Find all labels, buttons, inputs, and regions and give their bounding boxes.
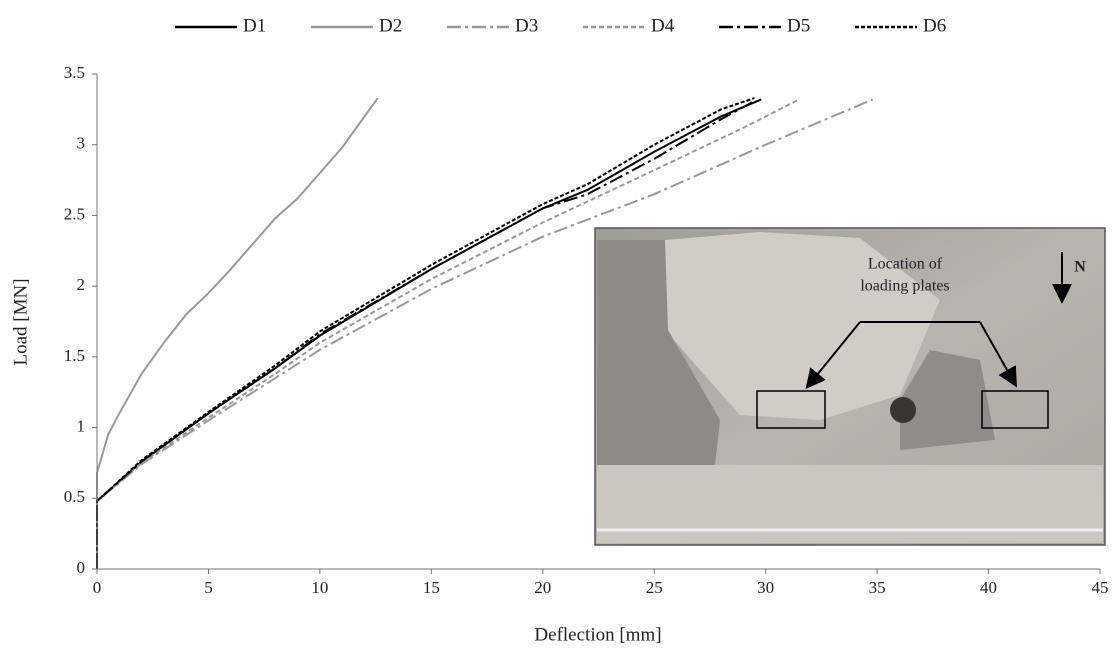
y-tick-label: 2.5 (64, 204, 85, 223)
x-tick-label: 30 (757, 578, 774, 597)
y-tick-label: 1 (77, 416, 86, 435)
legend-label: D1 (243, 15, 266, 36)
legend-label: D5 (787, 15, 810, 36)
annotation: N (1074, 259, 1086, 276)
annotation: loading plates (860, 278, 949, 295)
x-tick-label: 40 (980, 578, 997, 597)
y-tick-label: 3.5 (64, 63, 85, 82)
inset-photo: Location of loading plates N (594, 227, 1106, 546)
y-axis-title: Load [MN] (10, 278, 31, 365)
x-tick-label: 0 (93, 578, 102, 597)
x-tick-label: 45 (1092, 578, 1109, 597)
legend-label: D4 (651, 15, 675, 36)
y-tick-label: 3 (77, 134, 86, 153)
x-tick-label: 35 (869, 578, 886, 597)
x-tick-label: 10 (311, 578, 328, 597)
x-tick-label: 25 (646, 578, 663, 597)
data-line (96, 97, 755, 569)
y-tick-label: 0.5 (64, 487, 85, 506)
y-tick-label: 2 (77, 275, 86, 294)
legend-label: D6 (923, 15, 946, 36)
x-tick-label: 20 (534, 578, 551, 597)
legend-label: D3 (515, 15, 538, 36)
data-line (96, 97, 379, 569)
y-tick-label: 0 (77, 558, 86, 577)
x-tick-label: 5 (204, 578, 213, 597)
x-tick-label: 15 (423, 578, 440, 597)
data-line (96, 101, 753, 569)
legend-label: D2 (379, 15, 402, 36)
x-axis-title: Deflection [mm] (534, 624, 661, 645)
y-tick-label: 1.5 (64, 346, 85, 365)
annotation: Location of (868, 256, 943, 273)
